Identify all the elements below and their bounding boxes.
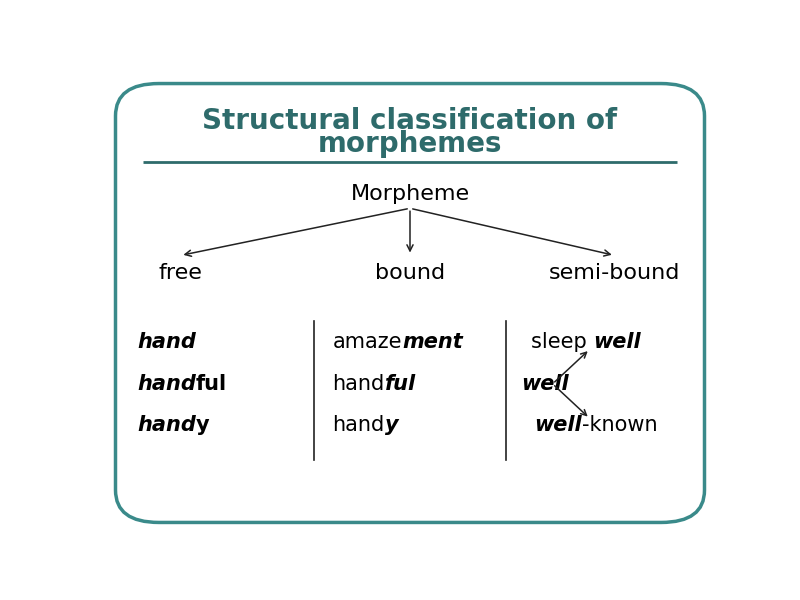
Text: hand: hand: [138, 374, 196, 394]
Text: well: well: [534, 415, 582, 436]
Text: bound: bound: [375, 263, 445, 283]
Text: Structural classification of: Structural classification of: [202, 107, 618, 134]
Text: morphemes: morphemes: [318, 130, 502, 158]
Text: hand: hand: [333, 415, 385, 436]
Text: hand: hand: [138, 415, 196, 436]
Text: hand: hand: [333, 374, 385, 394]
Text: sleep: sleep: [531, 332, 594, 352]
Text: ment: ment: [402, 332, 462, 352]
Text: well: well: [522, 374, 570, 394]
Text: -known: -known: [582, 415, 658, 436]
Text: semi-bound: semi-bound: [549, 263, 680, 283]
Text: hand: hand: [138, 332, 196, 352]
Text: Morpheme: Morpheme: [350, 184, 470, 205]
Text: free: free: [158, 263, 202, 283]
Text: ful: ful: [385, 374, 416, 394]
Text: y: y: [196, 415, 210, 436]
Text: well: well: [594, 332, 641, 352]
Text: y: y: [385, 415, 398, 436]
Text: ful: ful: [196, 374, 227, 394]
FancyBboxPatch shape: [115, 83, 705, 523]
Text: amaze: amaze: [333, 332, 402, 352]
